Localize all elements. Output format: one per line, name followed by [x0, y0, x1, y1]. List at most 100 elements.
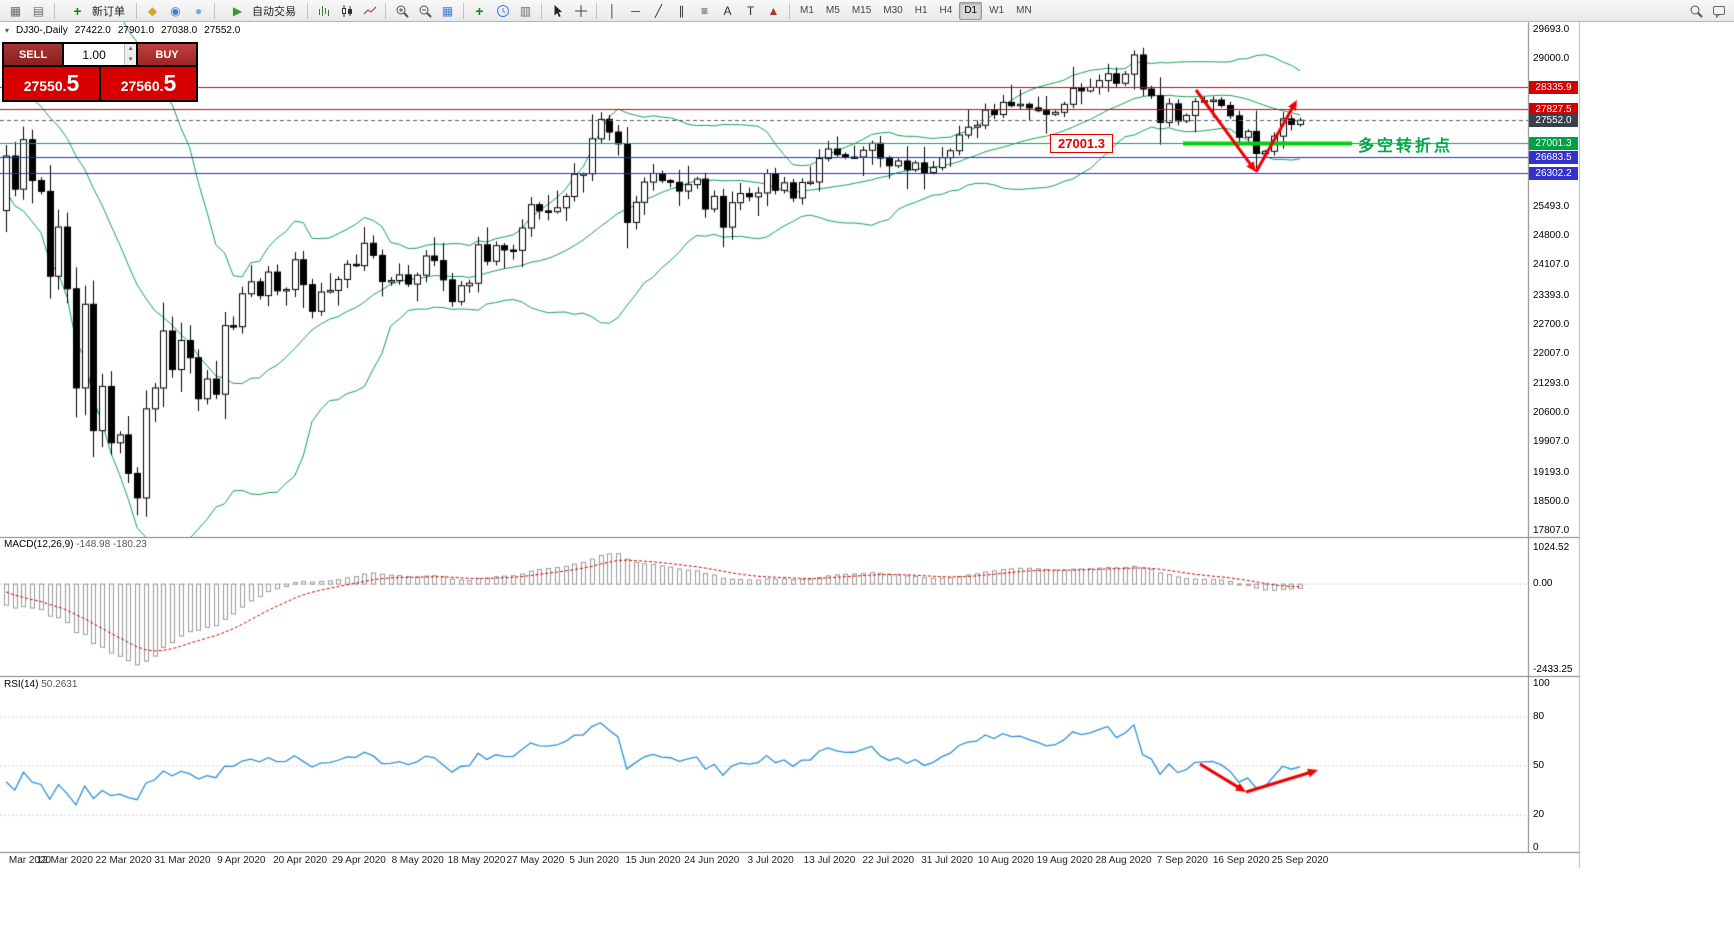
rsi-axis-tick: 100: [1533, 678, 1550, 689]
price-chart-canvas[interactable]: [0, 22, 1580, 868]
date-label: 31 Mar 2020: [154, 855, 211, 866]
ask-price-button[interactable]: 27560. 5: [101, 67, 196, 100]
new-order-button-label: 新订单: [92, 5, 125, 18]
top-toolbar: ▦ ▤ + 新订单 ◆ ◉ ● ▶ 自动交易 ▦ + ▥ │ ─ ╱ ∥ ≡ A T ▲ M1 M5 M15 M30 H1 H4 D…: [0, 0, 1734, 22]
timeframe-h1-button[interactable]: H1: [914, 4, 928, 16]
date-label: 24 Jun 2020: [684, 855, 740, 866]
price-tick: 19907.0: [1533, 436, 1570, 448]
rsi-name: RSI(14): [4, 679, 39, 690]
price-tick: 22700.0: [1533, 318, 1570, 330]
timeframe-h4-button[interactable]: H4: [939, 4, 953, 16]
date-label: 16 Sep 2020: [1212, 855, 1270, 866]
periods-icon[interactable]: [492, 1, 513, 21]
price-level-box: 27552.0: [1529, 114, 1578, 128]
macd-main-value: -148.98: [76, 539, 111, 550]
play-icon[interactable]: ▶: [232, 3, 243, 18]
price-tick: 25493.0: [1533, 201, 1570, 213]
tile-windows-icon[interactable]: ▦: [441, 3, 454, 18]
crosshair-icon[interactable]: [570, 1, 591, 21]
price-tick: 23393.0: [1533, 289, 1570, 301]
toolbar-separator: [136, 2, 137, 19]
chart-window: ▾ DJ30-,Daily 27422.0 27901.0 27038.0 27…: [0, 22, 1580, 868]
price-tick: 29693.0: [1533, 24, 1570, 35]
date-label: 7 Sep 2020: [1156, 855, 1208, 866]
shapes-icon[interactable]: ▲: [767, 3, 780, 18]
timeframe-m15-button[interactable]: M15: [851, 4, 872, 16]
volume-up-button[interactable]: ▴: [125, 44, 136, 55]
date-label: 27 May 2020: [506, 855, 565, 866]
timeframe-w1-button[interactable]: W1: [989, 4, 1005, 16]
price-tick: 22007.0: [1533, 347, 1570, 359]
hline-icon[interactable]: ─: [631, 3, 640, 18]
macd-name: MACD(12,26,9): [4, 539, 74, 550]
buy-button[interactable]: BUY: [138, 44, 196, 65]
symbol-period: DJ30-,Daily: [16, 25, 68, 36]
timeframe-m30-button[interactable]: M30: [883, 4, 903, 16]
toolbar-left-group: ▦ ▤ + 新订单 ◆ ◉ ● ▶ 自动交易 ▦ + ▥ │ ─ ╱ ∥ ≡ A T ▲ M1 M5 M15 M30 H1 H4 D…: [4, 0, 1038, 21]
price-tick: 18500.0: [1533, 495, 1570, 507]
collapse-panel-icon[interactable]: ▾: [5, 26, 10, 35]
cursor-icon[interactable]: [547, 1, 568, 21]
autotrading-button[interactable]: ▶ 自动交易: [220, 1, 302, 21]
date-label: 9 Apr 2020: [217, 855, 266, 866]
date-label: 18 May 2020: [447, 855, 506, 866]
date-label: 12 Mar 2020: [36, 855, 93, 866]
date-label: Mar 2020: [8, 855, 52, 866]
market-icon[interactable]: ◉: [170, 3, 181, 18]
order-icon[interactable]: +: [73, 2, 82, 19]
timeframe-mn-button[interactable]: MN: [1016, 4, 1032, 16]
price-tick: 24107.0: [1533, 259, 1570, 271]
zoom-out-icon[interactable]: [414, 1, 435, 21]
high-value: 27901.0: [117, 25, 155, 36]
price-tick: 20600.0: [1533, 407, 1570, 419]
toolbar-separator: [307, 2, 308, 19]
date-label: 28 Aug 2020: [1095, 855, 1152, 866]
macd-label: MACD(12,26,9) -148.98 -180.23: [4, 539, 147, 550]
community-icon[interactable]: ●: [194, 3, 203, 18]
fibonacci-icon[interactable]: ≡: [700, 3, 708, 18]
timeframe-m1-button[interactable]: M1: [800, 4, 814, 16]
zoom-in-icon[interactable]: [391, 1, 412, 21]
toolbar-separator: [54, 2, 55, 19]
rsi-label: RSI(14) 50.2631: [4, 679, 77, 690]
macd-axis-tick: -2433.25: [1533, 664, 1573, 675]
trendline-icon[interactable]: ╱: [654, 3, 663, 18]
channel-icon[interactable]: ∥: [678, 3, 685, 18]
volume-input[interactable]: [64, 44, 125, 65]
rsi-axis-tick: 0: [1533, 842, 1539, 853]
candle-chart-icon[interactable]: [336, 1, 357, 21]
indicators-icon[interactable]: +: [475, 2, 484, 19]
price-level-box: 28335.9: [1529, 81, 1578, 95]
sell-button[interactable]: SELL: [4, 44, 62, 65]
bid-price-button[interactable]: 27550. 5: [4, 67, 99, 100]
date-label: 31 Jul 2020: [921, 855, 973, 866]
templates-icon[interactable]: ▥: [519, 3, 532, 18]
turning-point-annotation[interactable]: 多空转折点: [1358, 138, 1454, 155]
date-label: 22 Jul 2020: [862, 855, 915, 866]
price-level-box: 27001.3: [1529, 137, 1578, 151]
autotrading-button-label: 自动交易: [252, 5, 296, 18]
rsi-axis-tick: 20: [1533, 809, 1545, 821]
price-tick: 19193.0: [1533, 466, 1570, 478]
profiles-icon[interactable]: ▤: [32, 3, 45, 18]
price-level-box: 26302.2: [1529, 166, 1578, 180]
date-label: 8 May 2020: [391, 855, 444, 866]
metaeditor-icon[interactable]: ◆: [147, 3, 158, 18]
new-order-button[interactable]: + 新订单: [60, 1, 131, 21]
new-chart-icon[interactable]: ▦: [9, 3, 22, 18]
date-label: 20 Apr 2020: [273, 855, 328, 866]
volume-down-button[interactable]: ▾: [125, 54, 136, 65]
price-level-annotation[interactable]: 27001.3: [1050, 134, 1113, 153]
open-value: 27422.0: [74, 25, 111, 36]
chat-icon[interactable]: [1708, 1, 1729, 21]
bar-chart-icon[interactable]: [313, 1, 334, 21]
close-value: 27552.0: [204, 25, 241, 36]
label-icon[interactable]: T: [746, 3, 755, 18]
line-chart-icon[interactable]: [359, 1, 380, 21]
vline-icon[interactable]: │: [608, 3, 617, 18]
search-icon[interactable]: [1685, 1, 1706, 21]
timeframe-m5-button[interactable]: M5: [825, 4, 840, 16]
timeframe-d1-button[interactable]: D1: [959, 1, 983, 20]
rsi-axis-tick: 50: [1533, 760, 1545, 771]
text-icon[interactable]: A: [723, 3, 732, 18]
